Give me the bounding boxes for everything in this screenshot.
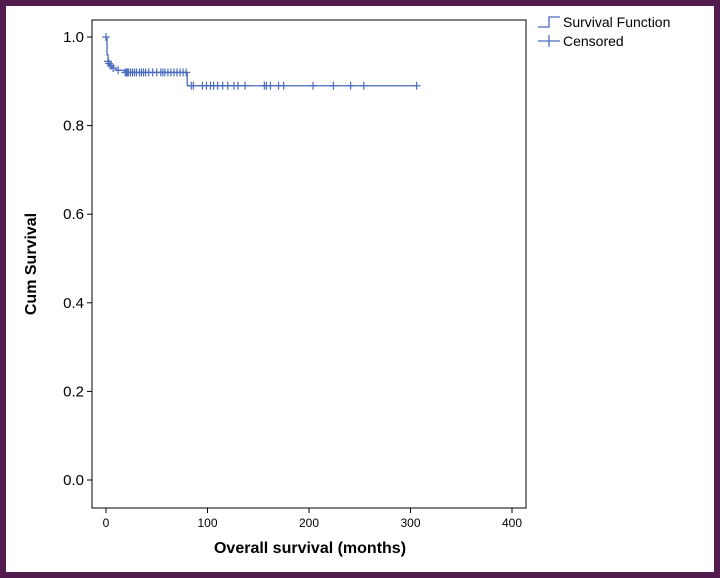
y-tick-label: 0.4 [63, 295, 84, 312]
x-tick-label: 0 [103, 516, 110, 530]
survival-chart: 0.0 0.2 0.4 0.6 0.8 1.0 0 100 200 300 400 Overall … [23, 14, 670, 557]
censored-marker [329, 81, 338, 90]
legend: Survival Function Censored [538, 14, 670, 49]
x-tick-label: 200 [299, 516, 319, 530]
y-tick-label: 0.8 [63, 118, 84, 135]
censored-marker [109, 64, 118, 73]
x-tick-label: 300 [400, 516, 420, 530]
censored-marker [346, 81, 355, 90]
legend-label-survival-function: Survival Function [563, 14, 670, 30]
series-layer [102, 33, 421, 90]
legend-step-icon [538, 16, 560, 28]
plot-area [91, 19, 527, 509]
censored-marker [189, 81, 198, 90]
y-tick-label: 0.0 [63, 472, 84, 489]
x-tick-label: 100 [197, 516, 217, 530]
x-tick-label: 400 [502, 516, 522, 530]
censored-marker [241, 81, 250, 90]
censored-marker [102, 33, 110, 41]
x-axis-title: Overall survival (months) [214, 540, 406, 557]
y-tick-label: 1.0 [63, 29, 84, 46]
censored-marker [412, 81, 421, 90]
censored-marker [309, 81, 318, 90]
axes: 0.0 0.2 0.4 0.6 0.8 1.0 0 100 200 300 400 [63, 29, 522, 530]
y-tick-label: 0.6 [63, 206, 84, 223]
censored-marker [182, 68, 191, 77]
censored-marker [266, 81, 275, 90]
legend-label-censored: Censored [563, 33, 624, 49]
censored-marker [359, 81, 368, 90]
censored-marker [114, 66, 123, 75]
y-tick-label: 0.2 [63, 383, 84, 400]
censored-marker [233, 81, 242, 90]
censored-marker [279, 81, 288, 90]
y-axis-title: Cum Survival [23, 213, 40, 315]
